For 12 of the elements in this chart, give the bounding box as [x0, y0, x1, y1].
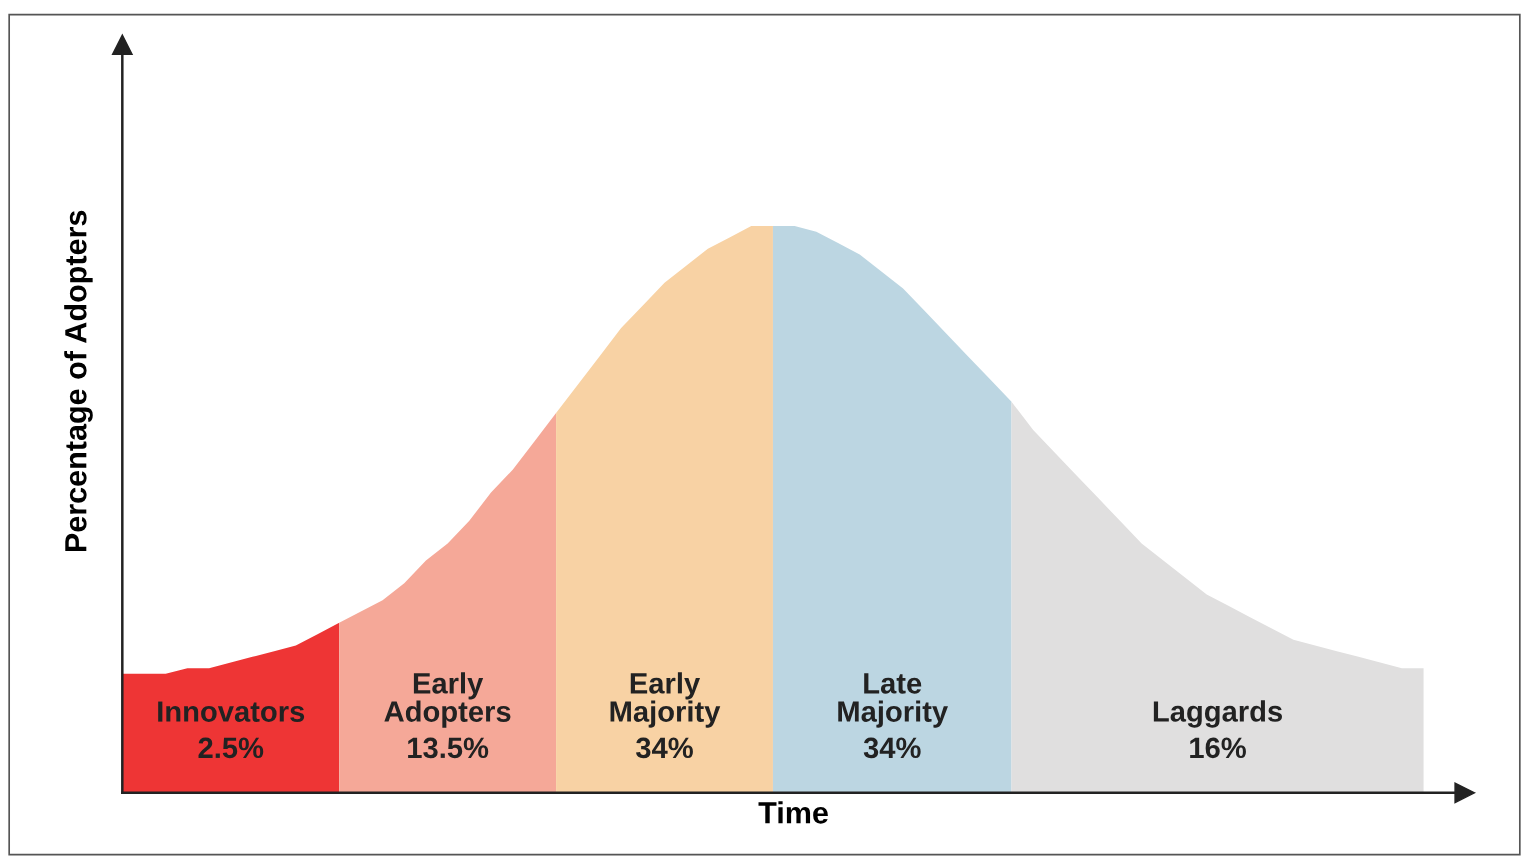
annotation: 34%	[635, 737, 693, 759]
y-axis-title: Percentage of Adopters	[64, 210, 93, 552]
series-label: Innovators	[158, 701, 305, 722]
annotation: 34%	[863, 737, 921, 759]
x-axis-title: Time	[758, 801, 828, 824]
series-label: Laggards	[1153, 700, 1282, 728]
annotation: 2.5%	[198, 737, 264, 759]
series-label: Early Majority	[610, 672, 721, 728]
series-label: Late Majority	[838, 673, 948, 728]
annotation: 13.5%	[408, 737, 489, 759]
annotation: 16%	[1190, 737, 1246, 759]
series-label: Early Adopters	[384, 672, 511, 728]
